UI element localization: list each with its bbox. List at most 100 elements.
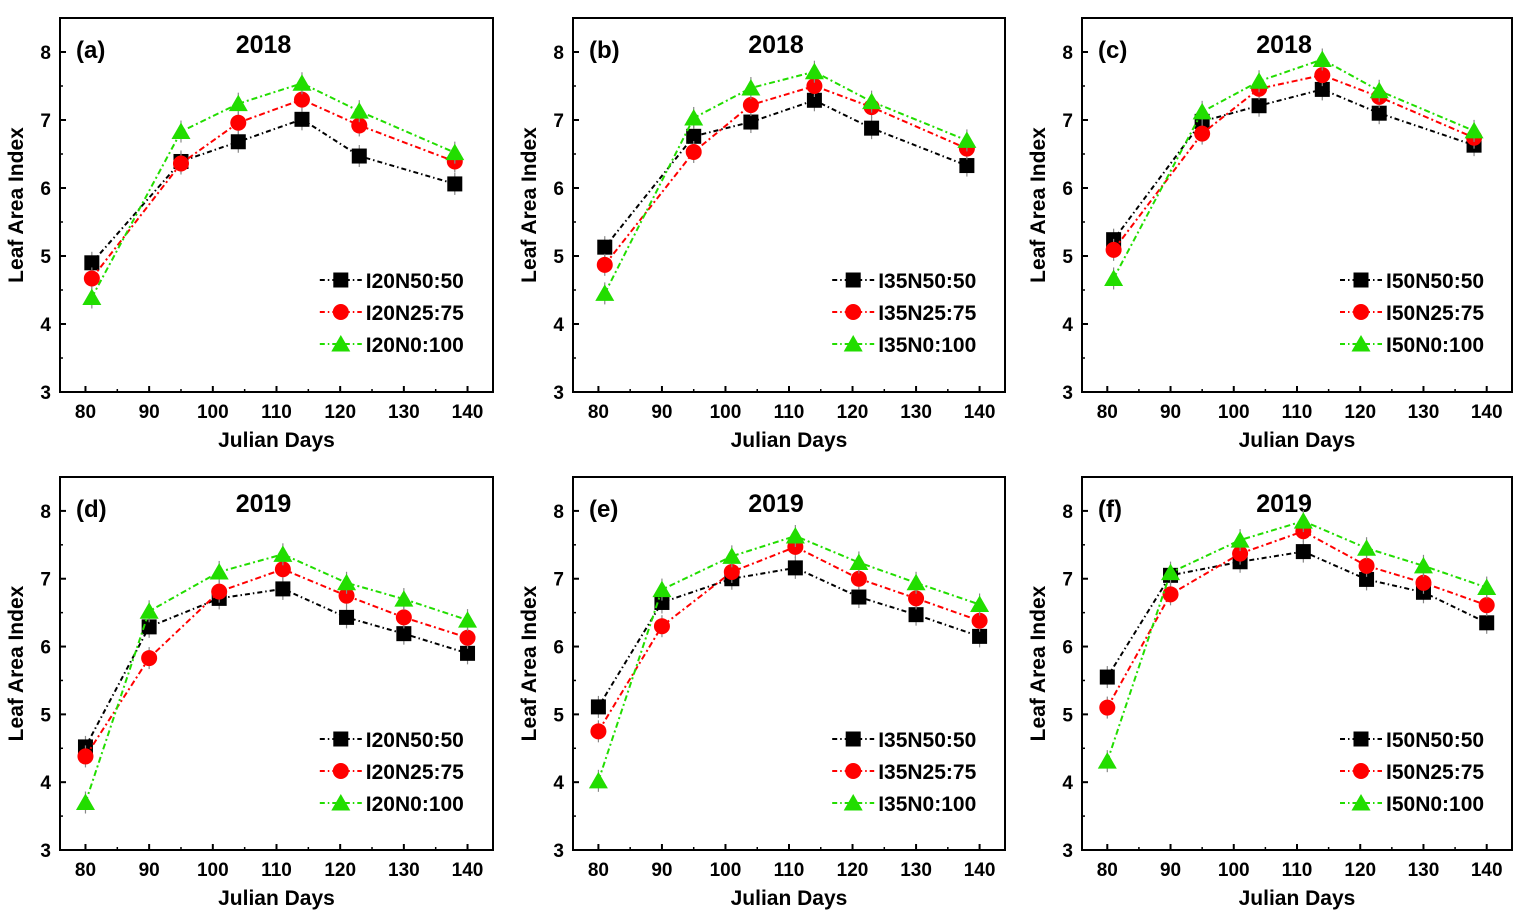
legend-marker-triangle <box>843 335 863 352</box>
legend-label: I50N25:75 <box>1386 761 1484 784</box>
x-tick-label: 130 <box>1408 860 1440 881</box>
data-point-I50N25:75 <box>1478 597 1495 614</box>
y-tick-label: 5 <box>1062 705 1073 726</box>
panel-letter: (d) <box>76 496 107 523</box>
y-tick-label: 4 <box>1062 773 1073 794</box>
data-point-I35N25:75 <box>806 78 823 94</box>
data-point-I20N25:75 <box>211 583 228 600</box>
x-tick-label: 120 <box>1344 860 1376 881</box>
legend-marker-circle <box>1353 763 1369 779</box>
y-tick-label: 6 <box>1062 179 1073 200</box>
chart-panel-d: 3 4 5 6 7 8 80 90 100 110 120 130 140 Julian Days Leaf… <box>5 476 494 910</box>
x-tick-label: 130 <box>1408 402 1440 423</box>
data-point-I35N50:50 <box>972 628 988 644</box>
x-tick-label: 130 <box>900 402 932 423</box>
x-tick-label: 130 <box>388 402 420 423</box>
legend-marker-square <box>333 731 349 747</box>
series-line-I50N25:75 <box>1112 74 1475 251</box>
y-tick-label: 3 <box>40 383 51 404</box>
series-line-I50N50:50 <box>1112 88 1475 241</box>
y-tick-label: 8 <box>553 502 564 523</box>
data-point-I35N50:50 <box>959 158 975 174</box>
x-tick-label: 130 <box>900 860 932 881</box>
y-tick-label: 8 <box>40 502 51 523</box>
legend-label: I50N0:100 <box>1386 793 1484 816</box>
data-point-I35N25:75 <box>723 563 740 580</box>
x-tick-label: 80 <box>1097 860 1118 881</box>
x-tick-label: 140 <box>1471 402 1503 423</box>
data-point-I20N25:75 <box>83 270 100 287</box>
y-tick-label: 3 <box>553 383 564 404</box>
chart-panel-e: 3 4 5 6 7 8 80 90 100 110 120 130 140 Julian Days Leaf… <box>518 476 1006 910</box>
x-axis-title: Julian Days <box>218 887 335 910</box>
data-point-I50N25:75 <box>1358 557 1375 574</box>
series-line-I50N0:100 <box>1112 58 1475 279</box>
data-point-I50N0:100 <box>1104 269 1124 286</box>
y-tick-label: 3 <box>1062 383 1073 404</box>
x-tick-label: 90 <box>651 402 672 423</box>
panel-letter: (a) <box>76 37 105 64</box>
data-point-I20N50:50 <box>275 581 291 597</box>
panel-letter: (b) <box>589 37 620 64</box>
data-point-I20N0:100 <box>349 102 369 119</box>
data-point-I20N25:75 <box>230 114 247 131</box>
data-point-I35N50:50 <box>851 589 867 605</box>
x-tick-label: 110 <box>261 402 292 423</box>
data-point-I35N50:50 <box>864 120 880 136</box>
data-point-I35N25:75 <box>685 143 702 160</box>
legend-marker-circle <box>845 763 862 779</box>
x-tick-label: 140 <box>964 860 996 881</box>
x-tick-label: 100 <box>197 860 229 881</box>
x-tick-label: 90 <box>1160 402 1181 423</box>
data-point-I20N50:50 <box>230 134 246 150</box>
data-point-I50N25:75 <box>1194 125 1211 142</box>
legend-marker-circle <box>332 763 349 779</box>
legend-marker-triangle <box>331 794 351 811</box>
data-point-I50N0:100 <box>1161 563 1181 581</box>
y-tick-label: 6 <box>40 179 51 200</box>
data-point-I35N25:75 <box>742 97 759 114</box>
legend-label: I20N0:100 <box>366 334 464 357</box>
legend-marker-square <box>845 272 861 288</box>
y-tick-label: 7 <box>553 111 564 132</box>
data-point-I20N0:100 <box>209 562 229 580</box>
x-axis-title: Julian Days <box>1239 429 1356 452</box>
data-point-I20N25:75 <box>351 117 368 134</box>
data-point-I50N0:100 <box>1249 72 1269 89</box>
y-tick-label: 7 <box>553 570 564 591</box>
chart-panel-c: 3 4 5 6 7 8 80 90 100 110 120 130 140 Julian Days Leaf… <box>1027 17 1513 452</box>
data-point-I35N0:100 <box>722 547 742 564</box>
panel-letter: (e) <box>589 496 618 523</box>
data-point-I50N50:50 <box>1314 81 1330 97</box>
x-tick-label: 90 <box>1160 860 1181 881</box>
data-point-I20N25:75 <box>172 155 189 172</box>
x-axis-title: Julian Days <box>731 887 848 910</box>
y-tick-label: 5 <box>1062 247 1073 268</box>
panel-title: 2018 <box>236 31 292 59</box>
data-point-I20N25:75 <box>293 91 310 108</box>
x-tick-label: 80 <box>588 860 609 881</box>
x-tick-label: 100 <box>710 860 742 881</box>
x-tick-label: 100 <box>1218 402 1250 423</box>
panel-letter: (f) <box>1098 496 1122 523</box>
data-point-I20N25:75 <box>141 650 158 667</box>
series-line-I20N50:50 <box>91 118 456 264</box>
data-point-I50N25:75 <box>1415 574 1432 591</box>
y-tick-label: 5 <box>40 247 51 268</box>
data-point-I35N25:75 <box>850 570 867 587</box>
legend-marker-square <box>1353 731 1369 747</box>
x-axis-title: Julian Days <box>731 429 848 452</box>
x-tick-label: 130 <box>388 860 420 881</box>
data-point-I20N50:50 <box>351 148 367 164</box>
data-point-I35N0:100 <box>684 108 704 126</box>
legend-label: I35N0:100 <box>878 334 976 357</box>
y-tick-label: 5 <box>553 705 564 726</box>
y-tick-label: 4 <box>553 315 564 336</box>
data-point-I35N50:50 <box>686 128 702 144</box>
legend-label: I50N0:100 <box>1386 334 1484 357</box>
x-tick-label: 80 <box>75 860 96 881</box>
legend-marker-triangle <box>331 335 351 352</box>
data-point-I35N0:100 <box>957 131 977 148</box>
legend-marker-square <box>333 272 349 288</box>
series-line-I35N25:75 <box>604 84 968 266</box>
